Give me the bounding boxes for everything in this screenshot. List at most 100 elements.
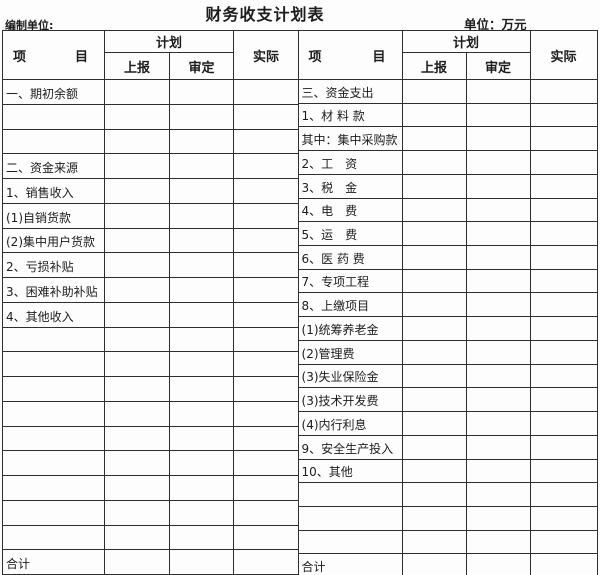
cell-plan-approved xyxy=(465,458,531,484)
cell-actual xyxy=(529,79,598,104)
table-row: 2、工 资 xyxy=(297,150,598,175)
cell-plan-approved xyxy=(465,245,531,270)
cell-plan-reported xyxy=(104,425,170,452)
table-row xyxy=(2,425,300,452)
cell-plan-reported xyxy=(401,268,467,294)
cell-plan-approved xyxy=(168,252,235,278)
cell-actual xyxy=(529,434,598,460)
row-label: 三、资金支出 xyxy=(297,79,403,104)
cell-actual xyxy=(233,301,300,328)
row-label xyxy=(2,450,105,476)
row-label: 合计 xyxy=(297,553,403,575)
row-label: (2)集中用户货款 xyxy=(2,227,105,254)
row-label: (1)自销货款 xyxy=(2,202,105,229)
column-header-actual: 实际 xyxy=(529,30,598,80)
table-row xyxy=(2,128,300,155)
cell-actual xyxy=(529,221,598,247)
cell-actual xyxy=(529,363,598,389)
table-row: 合计 xyxy=(297,553,598,575)
table-row: 9、安全生产投入 xyxy=(297,434,598,460)
cell-actual xyxy=(529,197,598,223)
row-label xyxy=(2,425,105,452)
table-row: (1)自销货款 xyxy=(2,202,300,229)
cell-plan-approved xyxy=(465,553,531,575)
row-label: 4、其他收入 xyxy=(2,301,105,328)
table-row xyxy=(2,499,300,526)
cell-plan-reported xyxy=(104,301,170,328)
row-label xyxy=(2,103,105,130)
cell-actual xyxy=(233,227,300,254)
cell-plan-approved xyxy=(168,128,235,155)
cell-plan-reported xyxy=(104,202,170,229)
cell-actual xyxy=(529,529,598,555)
table-row xyxy=(2,376,300,402)
row-label: 7、专项工程 xyxy=(297,268,403,294)
cell-plan-reported xyxy=(104,326,170,353)
unit-label: 单位：万元 xyxy=(464,17,527,32)
row-label xyxy=(2,351,105,377)
table-row: (4)内行利息 xyxy=(297,411,598,436)
table-row: 5、运 费 xyxy=(297,221,598,247)
table-row xyxy=(297,505,598,531)
row-label: 5、运 费 xyxy=(297,221,403,247)
cell-actual xyxy=(529,458,598,484)
cell-actual xyxy=(233,178,300,204)
cell-plan-reported xyxy=(401,458,467,484)
cell-plan-approved xyxy=(168,79,235,105)
cell-plan-approved xyxy=(465,221,531,247)
cell-plan-approved xyxy=(168,202,235,229)
row-label: 9、安全生产投入 xyxy=(297,434,403,460)
cell-plan-approved xyxy=(465,268,531,294)
row-label: 合计 xyxy=(2,549,105,575)
table-row xyxy=(2,450,300,476)
cell-plan-approved xyxy=(168,178,235,204)
expenditure-table: 项 目 计划 实际 上报 审定 三、资金支出 xyxy=(297,30,598,575)
cell-plan-reported xyxy=(401,505,467,531)
table-row: 三、资金支出 xyxy=(297,79,598,104)
cell-plan-reported xyxy=(104,103,170,130)
cell-actual xyxy=(529,292,598,318)
cell-plan-approved xyxy=(168,301,235,328)
cell-plan-approved xyxy=(465,102,531,128)
cell-plan-reported xyxy=(401,150,467,175)
cell-actual xyxy=(233,499,300,526)
table-row: 7、专项工程 xyxy=(297,268,598,294)
row-label xyxy=(2,499,105,526)
table-row: 8、上缴项目 xyxy=(297,292,598,318)
cell-actual xyxy=(529,316,598,341)
cell-plan-approved xyxy=(465,292,531,318)
cell-plan-reported xyxy=(401,79,467,104)
cell-plan-reported xyxy=(104,227,170,254)
cell-plan-approved xyxy=(168,103,235,130)
table-row: 合计 xyxy=(2,549,300,575)
table-row xyxy=(2,326,300,353)
row-label: (1)统筹养老金 xyxy=(297,316,403,341)
cell-actual xyxy=(529,173,598,199)
row-label: 1、材 料 款 xyxy=(297,102,403,128)
table-row: 一、期初余额 xyxy=(2,79,300,105)
cell-plan-approved xyxy=(168,351,235,377)
cell-plan-reported xyxy=(104,549,170,575)
cell-actual xyxy=(529,553,598,575)
cell-actual xyxy=(233,425,300,452)
row-label xyxy=(2,400,105,427)
table-row: 4、电 费 xyxy=(297,197,598,223)
cell-actual xyxy=(233,252,300,278)
cell-actual xyxy=(233,450,300,476)
cell-actual xyxy=(529,150,598,175)
cell-plan-approved xyxy=(168,450,235,476)
cell-actual xyxy=(233,524,300,551)
cell-plan-approved xyxy=(465,411,531,436)
table-row xyxy=(2,351,300,377)
cell-plan-approved xyxy=(465,150,531,175)
cell-plan-approved xyxy=(168,227,235,254)
table-row: 10、其他 xyxy=(297,458,598,484)
cell-actual xyxy=(529,411,598,436)
table-row: 其中：集中采购款 xyxy=(297,126,598,152)
cell-plan-reported xyxy=(104,178,170,204)
row-label: 10、其他 xyxy=(297,458,403,484)
cell-plan-approved xyxy=(168,376,235,402)
table-row: (2)管理费 xyxy=(297,339,598,365)
cell-plan-approved xyxy=(465,482,531,507)
cell-actual xyxy=(233,400,300,427)
